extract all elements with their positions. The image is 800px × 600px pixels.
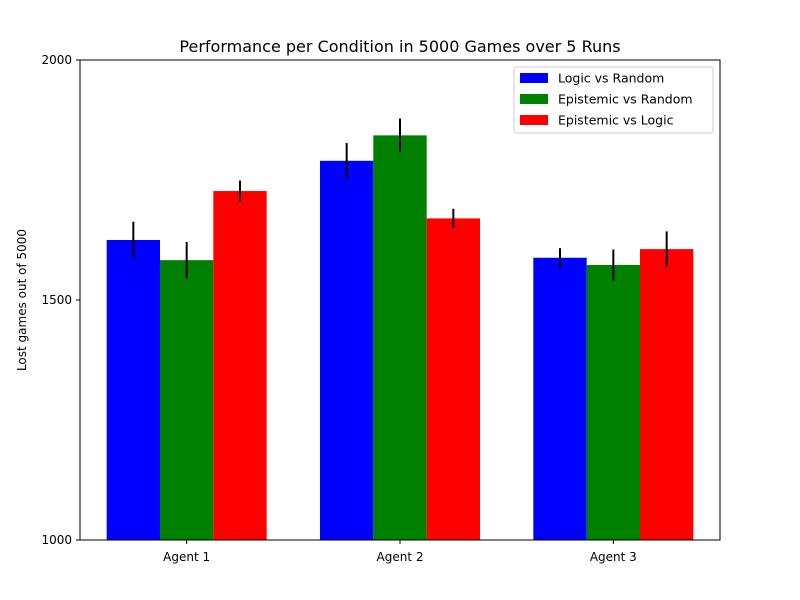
x-tick-label: Agent 3 xyxy=(590,550,637,564)
legend-swatch xyxy=(520,115,548,125)
legend-swatch xyxy=(520,94,548,104)
bar-3-1 xyxy=(533,257,587,540)
y-axis-label: Lost games out of 5000 xyxy=(15,229,29,371)
legend-label: Logic vs Random xyxy=(558,71,664,86)
bar-1-3 xyxy=(213,191,267,541)
y-axis: 1000 1500 2000 xyxy=(41,53,80,547)
bars-layer xyxy=(106,135,694,541)
bar-1-2 xyxy=(160,260,214,540)
legend: Logic vs Random Epistemic vs Random Episte… xyxy=(513,66,714,134)
x-tick-label: Agent 2 xyxy=(377,550,424,564)
bar-2-2 xyxy=(373,135,427,541)
error-bars-layer xyxy=(132,118,668,281)
y-tick-label: 1000 xyxy=(41,533,72,547)
legend-label: Epistemic vs Logic xyxy=(558,113,674,128)
y-tick-label: 1500 xyxy=(41,293,72,307)
bar-2-3 xyxy=(426,218,480,540)
bar-1-1 xyxy=(106,240,160,540)
legend-frame xyxy=(513,66,714,134)
bar-3-2 xyxy=(586,264,640,540)
bar-2-1 xyxy=(320,160,374,541)
y-tick-label: 2000 xyxy=(41,53,72,67)
bar-3-3 xyxy=(640,249,694,540)
legend-label: Epistemic vs Random xyxy=(558,92,693,107)
chart-title: Performance per Condition in 5000 Games … xyxy=(179,37,620,56)
legend-swatch xyxy=(520,73,548,83)
x-axis: Agent 1 Agent 2 Agent 3 xyxy=(163,540,637,564)
x-tick-label: Agent 1 xyxy=(163,550,210,564)
